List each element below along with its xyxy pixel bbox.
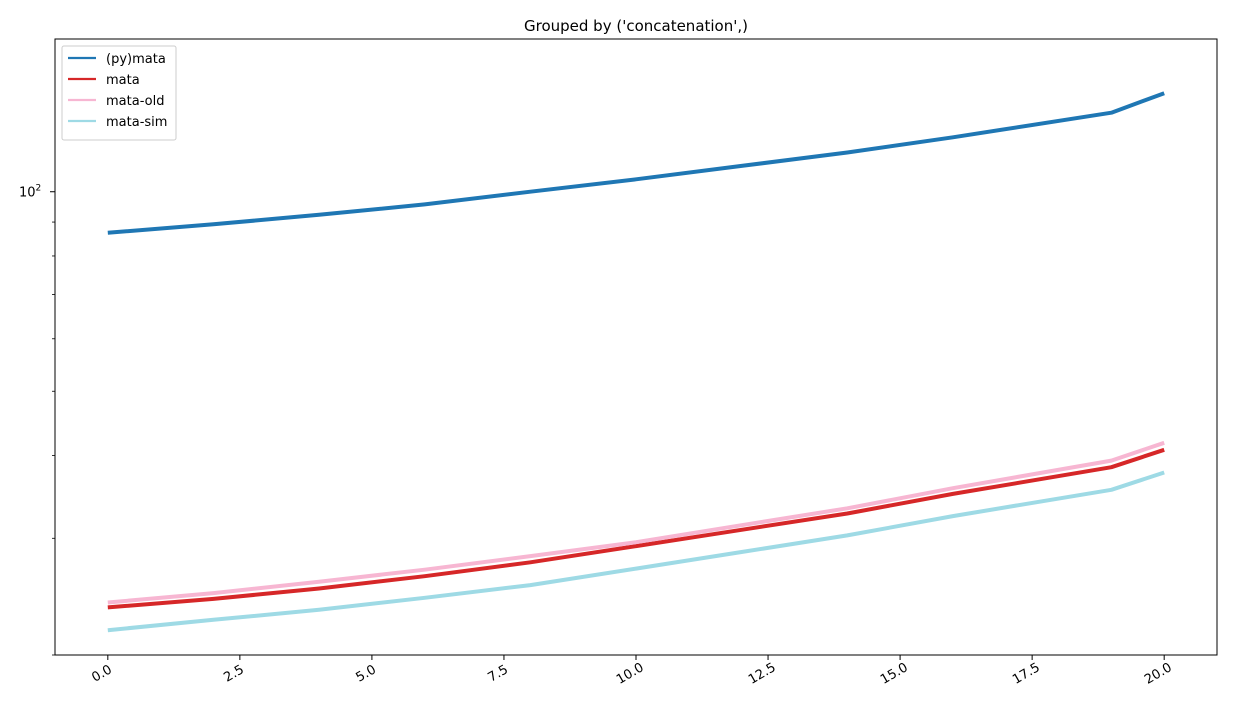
legend: (py)mata mata mata-old mata-sim <box>61 45 177 141</box>
plot-frame <box>54 38 1218 656</box>
legend-label: (py)mata <box>106 52 166 67</box>
legend-label: mata-sim <box>106 115 167 130</box>
y-axis: 102 <box>19 184 55 656</box>
chart-title: Grouped by ('concatenation',) <box>524 17 748 35</box>
legend-box <box>61 45 177 141</box>
y-tick-label: 102 <box>19 184 41 201</box>
y-tick-label-exponent: 2 <box>36 184 42 194</box>
legend-label: mata-old <box>106 94 164 109</box>
legend-label: mata <box>106 73 140 88</box>
series-line-3 <box>107 470 1165 633</box>
series-line-2 <box>107 440 1165 605</box>
series-layer <box>107 91 1165 633</box>
series-line-0 <box>107 91 1165 235</box>
series-line-1 <box>107 447 1165 610</box>
y-tick-label-base: 10 <box>19 186 36 201</box>
